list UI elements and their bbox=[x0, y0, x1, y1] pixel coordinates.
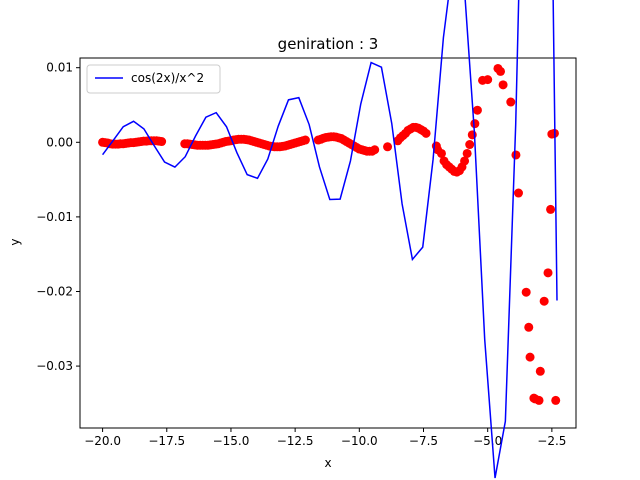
y-tick-label: −0.01 bbox=[36, 210, 73, 224]
x-tick-label: −7.5 bbox=[409, 434, 438, 448]
scatter-point bbox=[524, 322, 534, 332]
y-tick-label: 0.01 bbox=[46, 61, 73, 75]
x-tick-label: −12.5 bbox=[277, 434, 314, 448]
x-tick-label: −10.0 bbox=[341, 434, 378, 448]
legend: cos(2x)/x^2 bbox=[86, 64, 221, 94]
x-tick-label: −17.5 bbox=[148, 434, 185, 448]
x-tick-label: −2.5 bbox=[537, 434, 566, 448]
scatter-point bbox=[506, 97, 516, 107]
scatter-point bbox=[513, 188, 523, 198]
scatter-point bbox=[436, 148, 446, 158]
scatter-point bbox=[157, 137, 167, 147]
scatter-point bbox=[421, 128, 431, 138]
scatter-point bbox=[511, 150, 521, 160]
legend-box bbox=[86, 64, 221, 94]
x-tick-label: −15.0 bbox=[213, 434, 250, 448]
scatter-point bbox=[551, 395, 561, 405]
x-tick-label: −20.0 bbox=[84, 434, 121, 448]
y-axis-label: y bbox=[8, 238, 22, 245]
scatter-point bbox=[534, 395, 544, 405]
scatter-point bbox=[525, 352, 535, 362]
scatter-point bbox=[535, 366, 545, 376]
scatter-point bbox=[521, 287, 531, 297]
scatter-point bbox=[300, 135, 310, 145]
scatter-point bbox=[546, 204, 556, 214]
scatter-point bbox=[467, 130, 477, 140]
legend-label: cos(2x)/x^2 bbox=[131, 71, 204, 85]
scatter-point bbox=[460, 156, 470, 166]
scatter-point bbox=[498, 80, 508, 90]
x-axis-label: x bbox=[324, 456, 331, 470]
series-line-cos2x-over-x2 bbox=[101, 0, 558, 479]
scatter-point bbox=[383, 142, 393, 152]
chart-title: geniration : 3 bbox=[278, 35, 379, 53]
scatter-point bbox=[465, 140, 475, 150]
scatter-point bbox=[496, 66, 506, 76]
scatter-point bbox=[472, 105, 482, 115]
plot-area: −20.0 −17.5 −15.0 −12.5 −10.0 −7.5 −5.0 −2.5 0.0… bbox=[36, 0, 577, 479]
y-tick-label: 0.00 bbox=[46, 135, 73, 149]
scatter-point bbox=[543, 268, 553, 278]
y-tick-label: −0.02 bbox=[36, 284, 73, 298]
scatter-point bbox=[462, 148, 472, 158]
scatter-point bbox=[539, 296, 549, 306]
scatter-point bbox=[483, 75, 493, 85]
y-tick-label: −0.03 bbox=[36, 359, 73, 373]
scatter-point bbox=[370, 145, 380, 155]
axes-frame bbox=[79, 57, 577, 429]
scatter-point bbox=[470, 119, 480, 129]
x-tick-label: −5.0 bbox=[473, 434, 502, 448]
